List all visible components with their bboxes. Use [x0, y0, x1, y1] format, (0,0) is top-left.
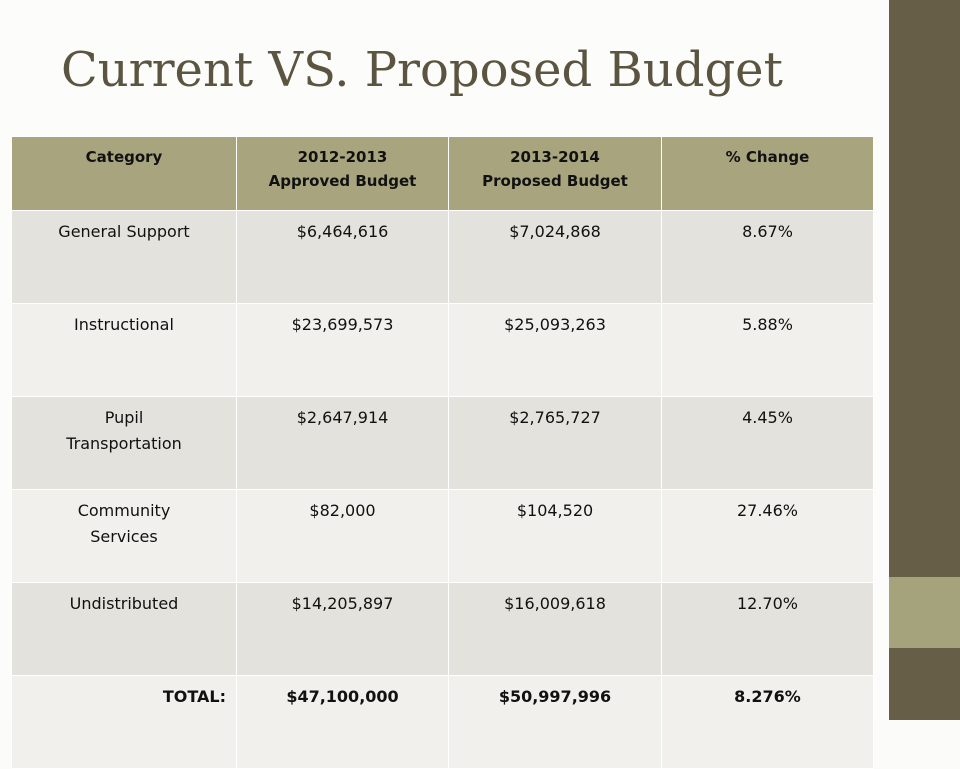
row-proposed: $7,024,868 [448, 210, 662, 304]
category-label-line1: Pupil [104, 408, 144, 427]
row-proposed: $104,520 [448, 489, 662, 583]
row-change: 4.45% [661, 396, 874, 490]
decorative-side-accent [889, 577, 960, 648]
total-change: 8.276% [661, 675, 874, 769]
table-row: Undistributed $14,205,897 $16,009,618 12… [11, 582, 874, 676]
row-approved: $6,464,616 [236, 210, 449, 304]
category-label-line2: Services [90, 527, 158, 546]
row-approved: $82,000 [236, 489, 449, 583]
slide-title: Current VS. Proposed Budget [61, 42, 783, 98]
header-category-label: Category [85, 148, 163, 166]
row-category: Undistributed [11, 582, 237, 676]
row-category: Instructional [11, 303, 237, 397]
table-row: Pupil Transportation $2,647,914 $2,765,7… [11, 396, 874, 490]
total-row: TOTAL: $47,100,000 $50,997,996 8.276% [11, 675, 874, 769]
header-proposed-year: 2013-2014 [510, 148, 600, 166]
slide: Current VS. Proposed Budget Category 201… [11, 42, 874, 769]
table-row: Community Services $82,000 $104,520 27.4… [11, 489, 874, 583]
table-header-row: Category 2012-2013 Approved Budget 2013-… [11, 136, 874, 211]
category-label: General Support [58, 222, 190, 241]
row-approved: $2,647,914 [236, 396, 449, 490]
header-percent-change: % Change [661, 136, 874, 211]
table-row: General Support $6,464,616 $7,024,868 8.… [11, 210, 874, 304]
row-category: Pupil Transportation [11, 396, 237, 490]
row-change: 8.67% [661, 210, 874, 304]
category-label-line1: Community [77, 501, 171, 520]
total-proposed: $50,997,996 [448, 675, 662, 769]
category-label-line2: Transportation [66, 434, 182, 453]
row-proposed: $2,765,727 [448, 396, 662, 490]
category-label: Instructional [74, 315, 174, 334]
category-label: Undistributed [69, 594, 179, 613]
row-proposed: $16,009,618 [448, 582, 662, 676]
table-row: Instructional $23,699,573 $25,093,263 5.… [11, 303, 874, 397]
budget-table: Category 2012-2013 Approved Budget 2013-… [11, 136, 874, 769]
header-percent-change-label: % Change [725, 148, 810, 166]
row-change: 5.88% [661, 303, 874, 397]
row-approved: $14,205,897 [236, 582, 449, 676]
header-approved-year: 2012-2013 [297, 148, 388, 166]
header-proposed-budget: 2013-2014 Proposed Budget [448, 136, 662, 211]
row-approved: $23,699,573 [236, 303, 449, 397]
row-category: General Support [11, 210, 237, 304]
row-proposed: $25,093,263 [448, 303, 662, 397]
total-label: TOTAL: [11, 675, 237, 769]
header-category: Category [11, 136, 237, 211]
row-change: 27.46% [661, 489, 874, 583]
row-change: 12.70% [661, 582, 874, 676]
header-approved-budget: 2012-2013 Approved Budget [236, 136, 449, 211]
header-proposed-label: Proposed Budget [482, 172, 628, 190]
header-approved-label: Approved Budget [268, 172, 417, 190]
row-category: Community Services [11, 489, 237, 583]
total-approved: $47,100,000 [236, 675, 449, 769]
